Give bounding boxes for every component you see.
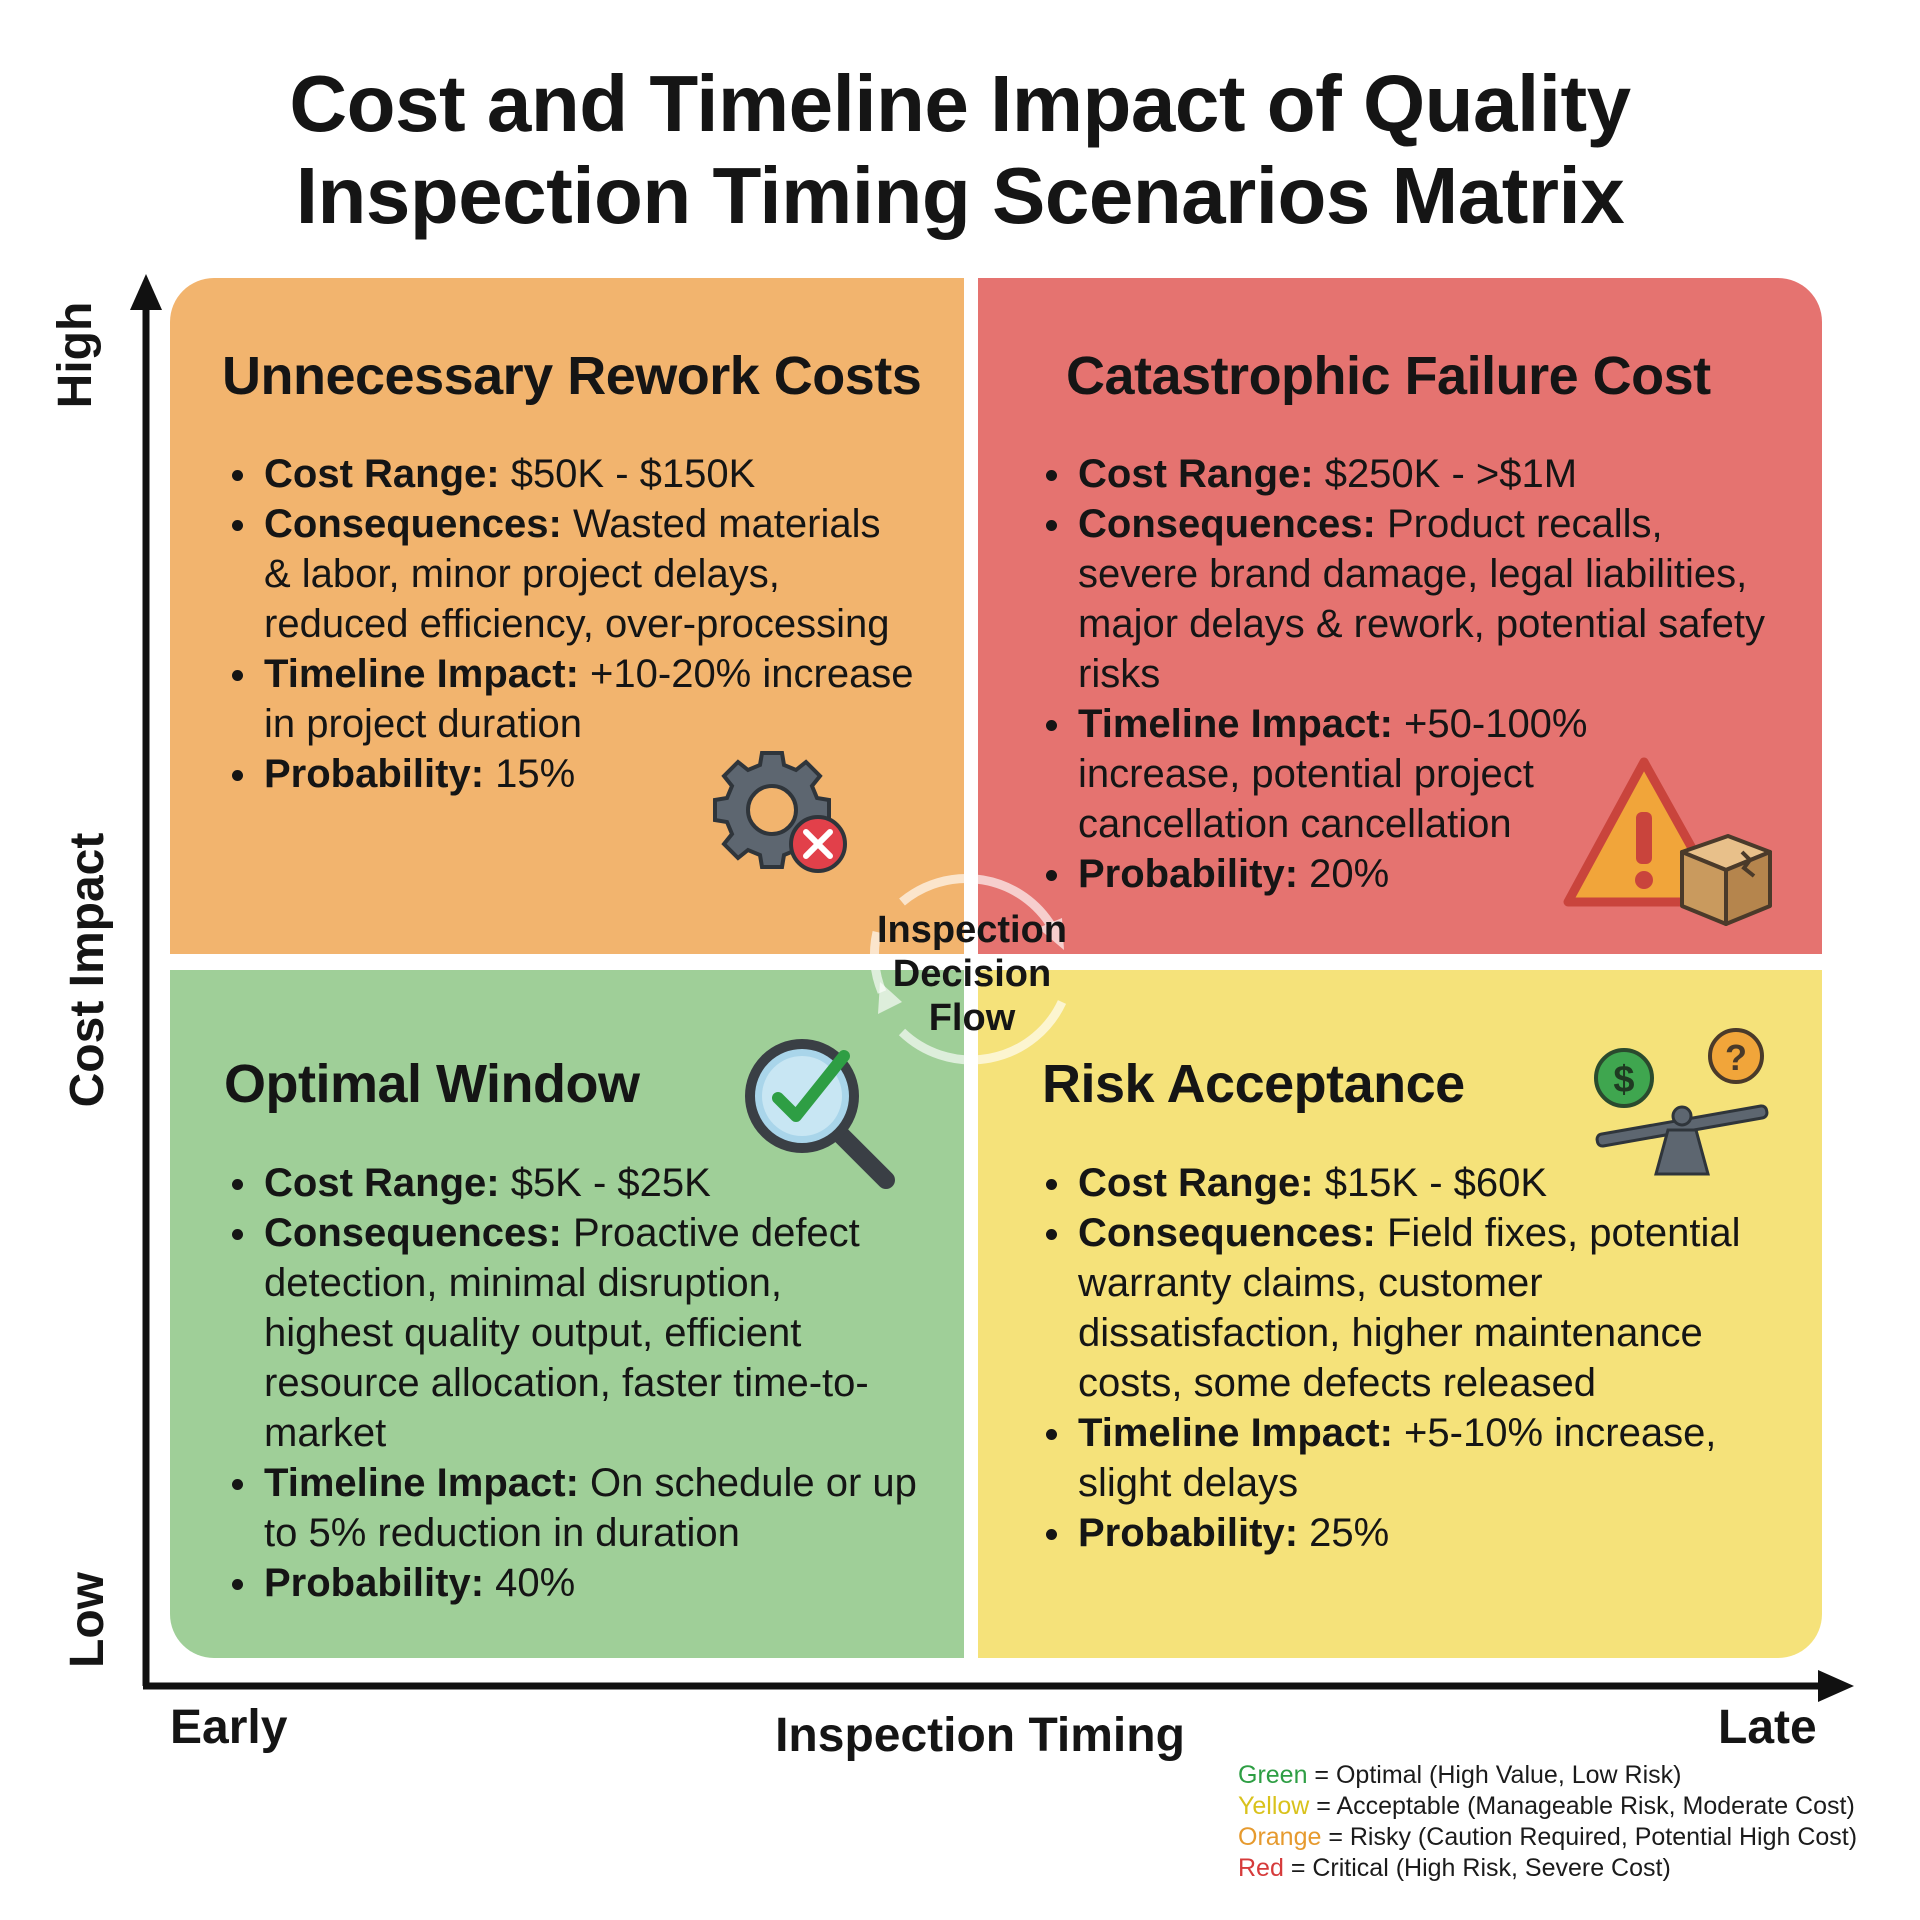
y-axis-high-label: High (49, 301, 102, 409)
warning-broken-box-icon (1563, 757, 1772, 926)
list-item: Consequences: Proactive defect detection… (228, 1208, 918, 1458)
timeline-impact-value: +5-10% increase, slight delays (1078, 1411, 1717, 1505)
page-title: Cost and Timeline Impact of Quality Insp… (160, 58, 1760, 242)
y-axis-arrow (130, 274, 162, 310)
consequences-label: Consequences: (264, 1211, 562, 1255)
timeline-impact-label: Timeline Impact: (264, 652, 579, 696)
decision-flow-line-3: Flow (928, 997, 1016, 1039)
timeline-impact-label: Timeline Impact: (264, 1461, 579, 1505)
quadrant-title-risk-acceptance: Risk Acceptance (1042, 1054, 1465, 1114)
list-item: Probability: 25% (1042, 1508, 1782, 1558)
color-legend: Green = Optimal (High Value, Low Risk) Y… (1238, 1760, 1857, 1884)
cost-range-value: $250K - >$1M (1313, 452, 1578, 496)
x-axis-late-label: Late (1718, 1701, 1817, 1754)
cost-range-label: Cost Range: (264, 1161, 500, 1205)
legend-color-word: Yellow (1238, 1792, 1310, 1820)
probability-label: Probability: (264, 1561, 485, 1605)
quadrant-title-catastrophic-failure: Catastrophic Failure Cost (1066, 346, 1711, 406)
list-item: Probability: 15% (228, 749, 918, 799)
timeline-impact-value: +50-100% increase, potential project can… (1078, 702, 1588, 846)
probability-label: Probability: (264, 752, 485, 796)
quadrant-list-risk-acceptance: Cost Range: $15K - $60K Consequences: Fi… (1042, 1158, 1782, 1558)
consequences-value: Field fixes, potential warranty claims, … (1078, 1211, 1741, 1405)
legend-color-word: Orange (1238, 1823, 1322, 1851)
legend-text: = Optimal (High Value, Low Risk) (1307, 1761, 1682, 1789)
list-item: Consequences: Product recalls, severe br… (1042, 499, 1782, 699)
legend-color-word: Red (1238, 1854, 1284, 1882)
cost-range-value: $5K - $25K (499, 1161, 711, 1205)
list-item: Probability: 20% (1042, 849, 1782, 899)
legend-text: = Critical (High Risk, Severe Cost) (1283, 1854, 1671, 1882)
title-line-2: Inspection Timing Scenarios Matrix (295, 151, 1625, 240)
timeline-impact-label: Timeline Impact: (1078, 1411, 1393, 1455)
timeline-impact-label: Timeline Impact: (1078, 702, 1393, 746)
y-axis-title: Cost Impact (61, 832, 114, 1108)
cost-range-label: Cost Range: (1078, 1161, 1314, 1205)
legend-item-yellow: Yellow = Acceptable (Manageable Risk, Mo… (1238, 1791, 1857, 1822)
svg-text:?: ? (1725, 1037, 1747, 1078)
x-axis-early-label: Early (170, 1701, 288, 1754)
x-axis-arrow (1818, 1670, 1854, 1702)
consequences-value: Proactive defect detection, minimal disr… (264, 1211, 869, 1455)
probability-label: Probability: (1078, 1511, 1299, 1555)
list-item: Consequences: Wasted materials & labor, … (228, 499, 918, 649)
cost-range-label: Cost Range: (264, 452, 500, 496)
legend-item-red: Red = Critical (High Risk, Severe Cost) (1238, 1853, 1857, 1884)
legend-color-word: Green (1238, 1761, 1308, 1789)
legend-item-orange: Orange = Risky (Caution Required, Potent… (1238, 1822, 1857, 1853)
consequences-value: Wasted materials & labor, minor project … (264, 502, 890, 646)
list-item: Timeline Impact: +50-100% increase, pote… (1042, 699, 1782, 849)
legend-text: = Acceptable (Manageable Risk, Moderate … (1309, 1792, 1855, 1820)
consequences-value: Product recalls, severe brand damage, le… (1078, 502, 1765, 696)
probability-value: 40% (484, 1561, 576, 1605)
legend-item-green: Green = Optimal (High Value, Low Risk) (1238, 1760, 1857, 1791)
quadrant-title-unnecessary-rework: Unnecessary Rework Costs (222, 346, 922, 406)
probability-value: 20% (1298, 852, 1390, 896)
x-axis-title: Inspection Timing (775, 1709, 1185, 1762)
cost-range-label: Cost Range: (1078, 452, 1314, 496)
timeline-impact-value: +10-20% increase in project duration (264, 652, 914, 746)
list-item: Probability: 40% (228, 1558, 918, 1608)
decision-flow-line-2: Decision (892, 953, 1052, 995)
list-item: Timeline Impact: On schedule or up to 5%… (228, 1458, 918, 1558)
consequences-label: Consequences: (1078, 502, 1376, 546)
gear-error-icon (713, 751, 847, 873)
balance-scale-icon: $ ? (1594, 1028, 1769, 1176)
list-item: Cost Range: $50K - $150K (228, 449, 918, 499)
quadrant-title-optimal-window: Optimal Window (224, 1054, 640, 1114)
svg-text:$: $ (1613, 1059, 1634, 1101)
consequences-label: Consequences: (1078, 1211, 1376, 1255)
cost-range-value: $50K - $150K (499, 452, 756, 496)
quadrant-list-unnecessary-rework: Cost Range: $50K - $150K Consequences: W… (228, 449, 918, 799)
list-item: Cost Range: $5K - $25K (228, 1158, 918, 1208)
quadrant-risk-acceptance (978, 970, 1822, 1658)
probability-value: 25% (1298, 1511, 1390, 1555)
y-axis-low-label: Low (61, 1572, 114, 1668)
timeline-impact-value: On schedule or up to 5% reduction in dur… (264, 1461, 917, 1555)
list-item: Timeline Impact: +10-20% increase in pro… (228, 649, 918, 749)
consequences-label: Consequences: (264, 502, 562, 546)
quadrant-list-optimal-window: Cost Range: $5K - $25K Consequences: Pro… (228, 1158, 918, 1608)
magnifier-check-icon (745, 1039, 895, 1189)
list-item: Cost Range: $15K - $60K (1042, 1158, 1782, 1208)
quadrant-list-catastrophic-failure: Cost Range: $250K - >$1M Consequences: P… (1042, 449, 1782, 899)
cost-range-value: $15K - $60K (1313, 1161, 1548, 1205)
probability-label: Probability: (1078, 852, 1299, 896)
list-item: Cost Range: $250K - >$1M (1042, 449, 1782, 499)
decision-flow-line-1: Inspection (876, 909, 1068, 951)
title-line-1: Cost and Timeline Impact of Quality (289, 59, 1631, 148)
decision-flow-label: Inspection Decision Flow (862, 908, 1082, 1040)
probability-value: 15% (484, 752, 576, 796)
legend-text: = Risky (Caution Required, Potential Hig… (1321, 1823, 1858, 1851)
decision-flow-cycle-icon (870, 874, 1067, 1065)
list-item: Consequences: Field fixes, potential war… (1042, 1208, 1782, 1408)
list-item: Timeline Impact: +5-10% increase, slight… (1042, 1408, 1782, 1508)
